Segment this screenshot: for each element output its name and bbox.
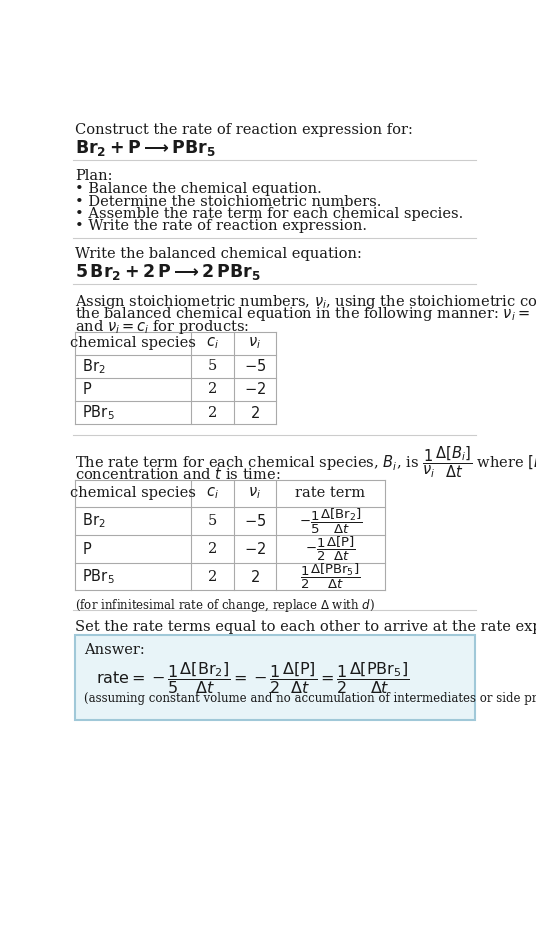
Text: $\dfrac{1}{2}\dfrac{\Delta[\mathrm{PBr_5}]}{\Delta t}$: $\dfrac{1}{2}\dfrac{\Delta[\mathrm{PBr_5… bbox=[300, 562, 361, 592]
FancyBboxPatch shape bbox=[75, 635, 475, 720]
Text: Answer:: Answer: bbox=[84, 643, 145, 657]
Text: 5: 5 bbox=[207, 514, 217, 528]
Text: $\mathbf{Br_2 + P \longrightarrow PBr_5}$: $\mathbf{Br_2 + P \longrightarrow PBr_5}… bbox=[75, 138, 215, 158]
Text: Set the rate terms equal to each other to arrive at the rate expression:: Set the rate terms equal to each other t… bbox=[75, 620, 536, 633]
Text: $-5$: $-5$ bbox=[244, 358, 266, 374]
Text: $\mathrm{PBr_5}$: $\mathrm{PBr_5}$ bbox=[83, 567, 115, 586]
Text: $\mathrm{P}$: $\mathrm{P}$ bbox=[83, 540, 93, 556]
Text: (assuming constant volume and no accumulation of intermediates or side products): (assuming constant volume and no accumul… bbox=[84, 692, 536, 705]
Text: Construct the rate of reaction expression for:: Construct the rate of reaction expressio… bbox=[75, 123, 413, 137]
Text: 2: 2 bbox=[207, 406, 217, 420]
Text: $-\dfrac{1}{5}\dfrac{\Delta[\mathrm{Br_2}]}{\Delta t}$: $-\dfrac{1}{5}\dfrac{\Delta[\mathrm{Br_2… bbox=[299, 506, 362, 536]
Text: the balanced chemical equation in the following manner: $\nu_i = -c_i$ for react: the balanced chemical equation in the fo… bbox=[75, 305, 536, 323]
Text: $\mathrm{PBr_5}$: $\mathrm{PBr_5}$ bbox=[83, 403, 115, 422]
Text: $\nu_i$: $\nu_i$ bbox=[249, 336, 262, 351]
Text: $c_i$: $c_i$ bbox=[206, 485, 219, 501]
Text: concentration and $t$ is time:: concentration and $t$ is time: bbox=[75, 465, 280, 482]
Text: • Determine the stoichiometric numbers.: • Determine the stoichiometric numbers. bbox=[75, 194, 381, 209]
Text: $\mathrm{P}$: $\mathrm{P}$ bbox=[83, 381, 93, 397]
Text: $\mathrm{Br_2}$: $\mathrm{Br_2}$ bbox=[83, 357, 106, 375]
Text: chemical species: chemical species bbox=[70, 486, 196, 501]
Text: $\mathrm{rate} = -\dfrac{1}{5}\dfrac{\Delta[\mathrm{Br_2}]}{\Delta t} = -\dfrac{: $\mathrm{rate} = -\dfrac{1}{5}\dfrac{\De… bbox=[96, 660, 410, 696]
Text: chemical species: chemical species bbox=[70, 337, 196, 350]
Text: • Balance the chemical equation.: • Balance the chemical equation. bbox=[75, 182, 322, 196]
Text: $-\dfrac{1}{2}\dfrac{\Delta[\mathrm{P}]}{\Delta t}$: $-\dfrac{1}{2}\dfrac{\Delta[\mathrm{P}]}… bbox=[305, 535, 356, 563]
Text: The rate term for each chemical species, $B_i$, is $\dfrac{1}{\nu_i}\dfrac{\Delt: The rate term for each chemical species,… bbox=[75, 444, 536, 480]
Text: $-5$: $-5$ bbox=[244, 513, 266, 529]
Text: $\mathrm{Br_2}$: $\mathrm{Br_2}$ bbox=[83, 512, 106, 531]
Text: • Write the rate of reaction expression.: • Write the rate of reaction expression. bbox=[75, 219, 367, 233]
Text: rate term: rate term bbox=[295, 486, 366, 501]
Text: 2: 2 bbox=[207, 382, 217, 396]
Text: and $\nu_i = c_i$ for products:: and $\nu_i = c_i$ for products: bbox=[75, 318, 249, 336]
Text: 5: 5 bbox=[207, 359, 217, 374]
Text: $c_i$: $c_i$ bbox=[206, 336, 219, 351]
Text: $2$: $2$ bbox=[250, 569, 260, 585]
Text: Assign stoichiometric numbers, $\nu_i$, using the stoichiometric coefficients, $: Assign stoichiometric numbers, $\nu_i$, … bbox=[75, 293, 536, 311]
Text: $-2$: $-2$ bbox=[244, 381, 266, 397]
Text: 2: 2 bbox=[207, 542, 217, 556]
Text: $\mathbf{5\,Br_2 + 2\,P \longrightarrow 2\,PBr_5}$: $\mathbf{5\,Br_2 + 2\,P \longrightarrow … bbox=[75, 263, 260, 283]
Text: 2: 2 bbox=[207, 570, 217, 584]
Text: (for infinitesimal rate of change, replace $\Delta$ with $d$): (for infinitesimal rate of change, repla… bbox=[75, 596, 375, 613]
Text: Write the balanced chemical equation:: Write the balanced chemical equation: bbox=[75, 247, 362, 261]
Text: • Assemble the rate term for each chemical species.: • Assemble the rate term for each chemic… bbox=[75, 207, 463, 221]
Text: $2$: $2$ bbox=[250, 405, 260, 421]
Text: Plan:: Plan: bbox=[75, 169, 112, 183]
Text: $\nu_i$: $\nu_i$ bbox=[249, 485, 262, 501]
Text: $-2$: $-2$ bbox=[244, 540, 266, 556]
